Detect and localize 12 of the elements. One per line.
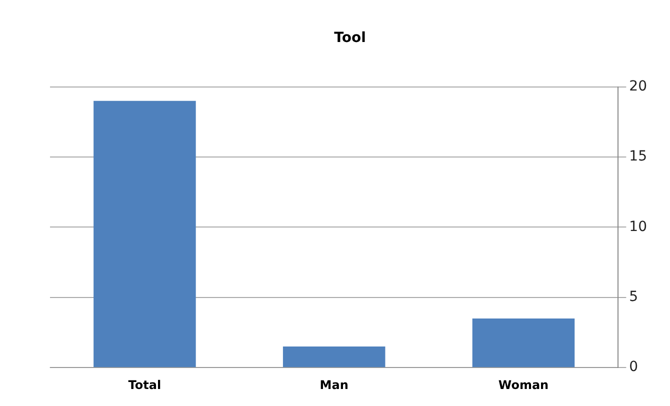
x-tick-label: Total — [128, 378, 162, 392]
y-tick-label: 10 — [629, 218, 648, 235]
x-tick-label: Man — [320, 378, 348, 392]
y-tick-label: 15 — [629, 148, 648, 165]
bar — [282, 346, 386, 368]
y-tick-label: 20 — [629, 78, 648, 94]
bar — [472, 318, 575, 368]
bar — [94, 100, 196, 368]
chart-title: Tool — [334, 30, 366, 46]
y-tick-label: 5 — [629, 289, 638, 306]
x-tick-label: Woman — [498, 378, 549, 392]
y-tick-label: 0 — [629, 359, 638, 376]
